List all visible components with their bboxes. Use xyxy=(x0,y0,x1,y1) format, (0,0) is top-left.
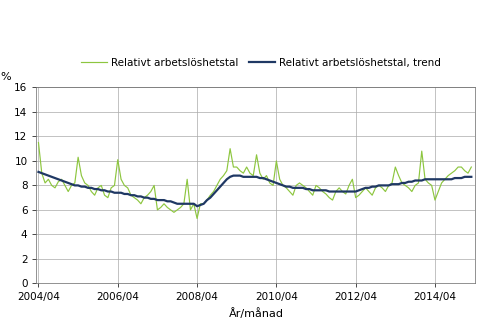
X-axis label: År/månad: År/månad xyxy=(229,308,283,319)
Y-axis label: %: % xyxy=(0,72,11,82)
Legend: Relativt arbetslöshetstal, Relativt arbetslöshetstal, trend: Relativt arbetslöshetstal, Relativt arbe… xyxy=(77,54,445,72)
